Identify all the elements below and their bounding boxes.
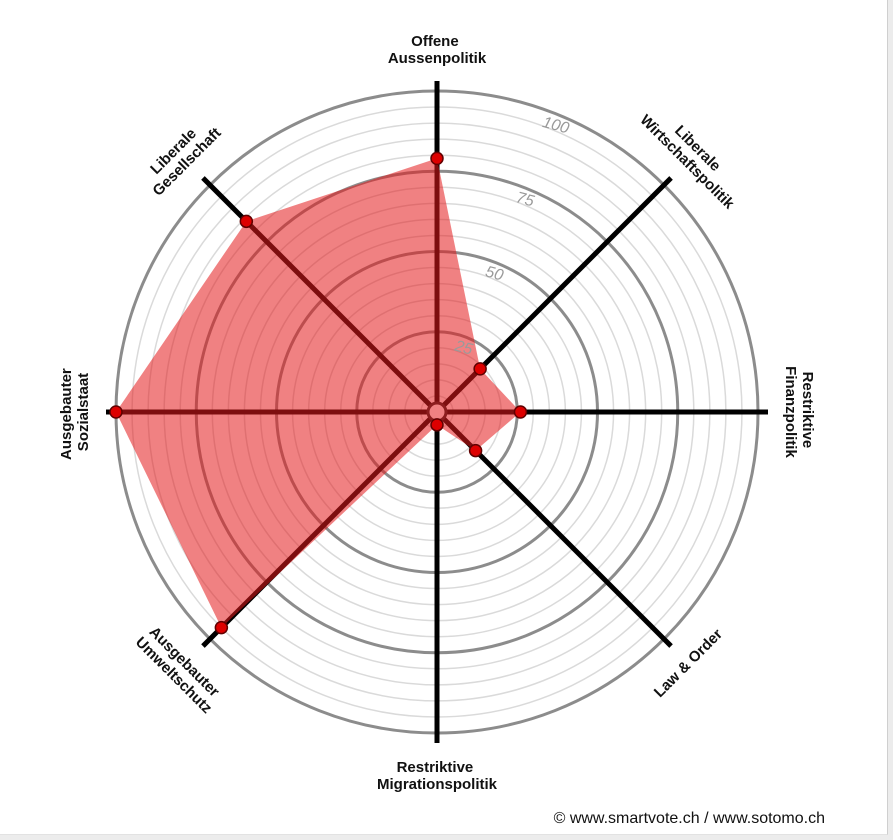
tick-labels: 25 50 75 100 bbox=[452, 114, 571, 359]
axis-label: Restriktive Finanzpolitik bbox=[782, 366, 816, 458]
value-point bbox=[109, 405, 123, 419]
value-point bbox=[214, 620, 229, 635]
axis-label: Restriktive Migrationspolitik bbox=[377, 759, 498, 793]
value-point bbox=[430, 418, 444, 432]
axis-label: Ausgebauter Sozialstaat bbox=[58, 364, 92, 460]
value-point bbox=[430, 151, 444, 166]
value-point bbox=[468, 443, 483, 458]
copyright-footer: © www.smartvote.ch / www.sotomo.ch bbox=[553, 810, 825, 827]
value-point bbox=[513, 405, 528, 419]
axis-label: Offene Aussenpolitik bbox=[388, 33, 487, 67]
tick-label: 25 bbox=[452, 337, 475, 358]
value-points bbox=[109, 151, 528, 635]
value-point bbox=[239, 214, 254, 229]
value-point bbox=[473, 362, 487, 376]
tick-label: 50 bbox=[484, 264, 506, 285]
tick-label: 100 bbox=[541, 114, 571, 137]
tick-label: 75 bbox=[514, 189, 536, 210]
value-area bbox=[116, 158, 521, 628]
